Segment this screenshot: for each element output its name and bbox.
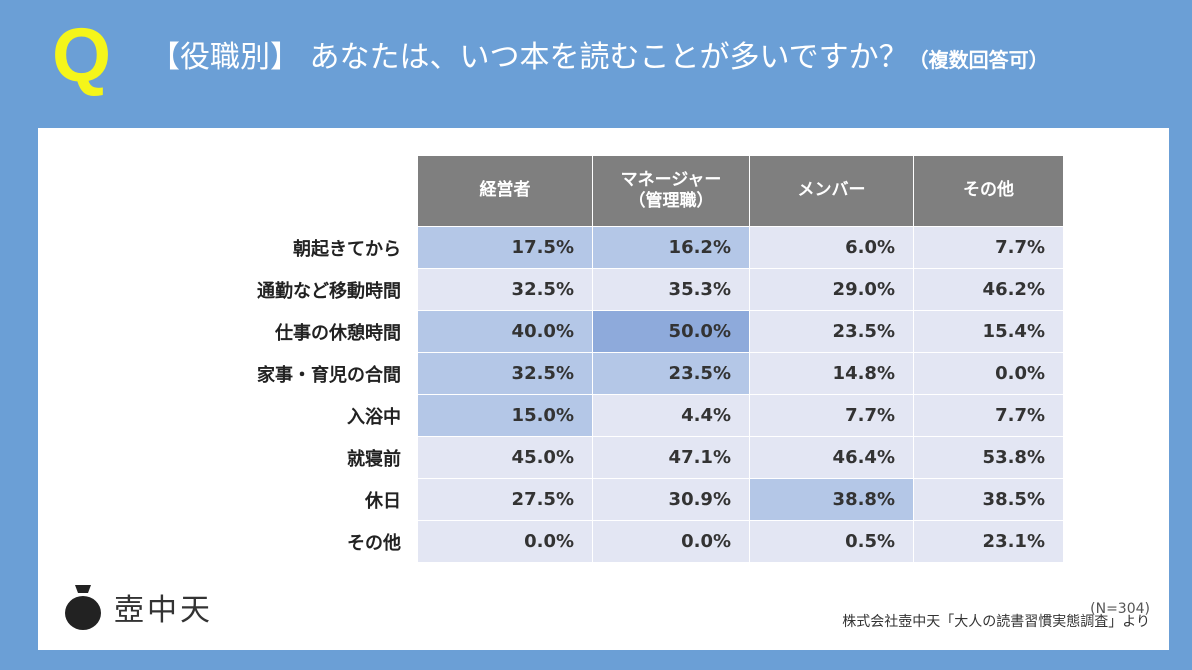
header-row: 経営者 マネージャー （管理職） メンバー その他 <box>218 155 1064 227</box>
title-note: （複数回答可） <box>908 48 1049 72</box>
value-cell: 46.2% <box>913 268 1064 311</box>
table-row: 仕事の休憩時間 40.0% 50.0% 23.5% 15.4% <box>217 310 1064 353</box>
column-header: 経営者 <box>417 155 593 227</box>
column-header: マネージャー （管理職） <box>592 155 750 227</box>
row-label: 通勤など移動時間 <box>217 268 418 311</box>
value-cell: 7.7% <box>749 394 914 437</box>
value-cell: 14.8% <box>749 352 914 395</box>
value-cell: 38.5% <box>913 478 1064 521</box>
table-row: 朝起きてから 17.5% 16.2% 6.0% 7.7% <box>217 226 1064 269</box>
value-cell: 35.3% <box>592 268 750 311</box>
value-cell: 53.8% <box>913 436 1064 479</box>
row-label: 仕事の休憩時間 <box>217 310 418 353</box>
value-cell: 17.5% <box>417 226 593 269</box>
value-cell: 15.0% <box>417 394 593 437</box>
value-cell: 15.4% <box>913 310 1064 353</box>
column-header: その他 <box>913 155 1064 227</box>
value-cell: 32.5% <box>417 268 593 311</box>
content-panel: 経営者 マネージャー （管理職） メンバー その他 朝起きてから 17.5% 16.… <box>38 128 1169 650</box>
table-row: 通勤など移動時間 32.5% 35.3% 29.0% 46.2% <box>217 268 1064 311</box>
source-note: 株式会社壺中天「大人の読書習慣実態調査」より <box>842 614 1150 630</box>
table-row: 就寝前 45.0% 47.1% 46.4% 53.8% <box>217 436 1064 479</box>
logo-text: 壺中天 <box>114 593 213 628</box>
pot-icon <box>65 585 101 630</box>
title-main: 【役職別】 あなたは、いつ本を読むことが多いですか？ <box>150 40 909 75</box>
column-header: メンバー <box>749 155 914 227</box>
row-label: その他 <box>217 520 418 563</box>
row-label: 朝起きてから <box>217 226 418 269</box>
value-cell: 40.0% <box>417 310 593 353</box>
page-title: 【役職別】 あなたは、いつ本を読むことが多いですか？（複数回答可） <box>150 40 1049 76</box>
table-row: 家事・育児の合間 32.5% 23.5% 14.8% 0.0% <box>217 352 1064 395</box>
value-cell: 46.4% <box>749 436 914 479</box>
value-cell: 32.5% <box>417 352 593 395</box>
value-cell: 6.0% <box>749 226 914 269</box>
data-table: 経営者 マネージャー （管理職） メンバー その他 朝起きてから 17.5% 16.… <box>217 155 1064 563</box>
value-cell: 16.2% <box>592 226 750 269</box>
row-label: 休日 <box>217 478 418 521</box>
row-label: 家事・育児の合間 <box>217 352 418 395</box>
value-cell: 23.5% <box>592 352 750 395</box>
value-cell: 47.1% <box>592 436 750 479</box>
table-row: その他 0.0% 0.0% 0.5% 23.1% <box>217 520 1064 563</box>
value-cell: 50.0% <box>592 310 750 353</box>
sample-size: (N=304) <box>1090 601 1150 617</box>
table-row: 入浴中 15.0% 4.4% 7.7% 7.7% <box>217 394 1064 437</box>
value-cell: 27.5% <box>417 478 593 521</box>
corner-cell <box>218 156 418 227</box>
company-logo: 壺中天 <box>64 583 213 631</box>
value-cell: 7.7% <box>913 226 1064 269</box>
value-cell: 4.4% <box>592 394 750 437</box>
value-cell: 0.0% <box>417 520 593 563</box>
value-cell: 0.0% <box>592 520 750 563</box>
value-cell: 30.9% <box>592 478 750 521</box>
table-body: 朝起きてから 17.5% 16.2% 6.0% 7.7% 通勤など移動時間 32.5% 35.… <box>217 226 1064 563</box>
value-cell: 29.0% <box>749 268 914 311</box>
row-label: 入浴中 <box>217 394 418 437</box>
value-cell: 45.0% <box>417 436 593 479</box>
row-label: 就寝前 <box>217 436 418 479</box>
table-row: 休日 27.5% 30.9% 38.8% 38.5% <box>217 478 1064 521</box>
value-cell: 0.0% <box>913 352 1064 395</box>
value-cell: 0.5% <box>749 520 914 563</box>
value-cell: 38.8% <box>749 478 914 521</box>
value-cell: 23.1% <box>913 520 1064 563</box>
question-mark-q: Q <box>52 13 112 98</box>
value-cell: 7.7% <box>913 394 1064 437</box>
value-cell: 23.5% <box>749 310 914 353</box>
